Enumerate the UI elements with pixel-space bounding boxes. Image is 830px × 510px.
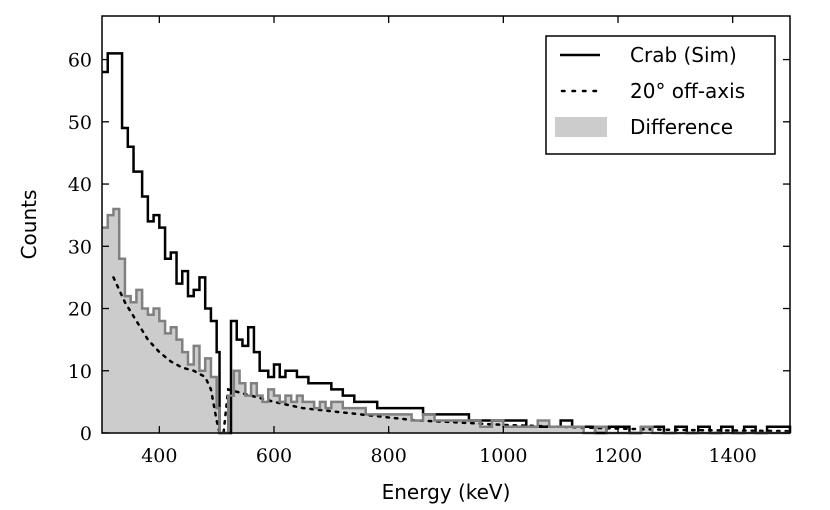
y-tick-label-50: 50 xyxy=(68,112,92,134)
y-tick-label-20: 20 xyxy=(68,299,92,321)
x-tick-label-1400: 1400 xyxy=(708,445,756,467)
x-tick-label-800: 800 xyxy=(371,445,407,467)
y-tick-label-60: 60 xyxy=(68,50,92,72)
y-tick-label-30: 30 xyxy=(68,236,92,258)
series-line-layer xyxy=(102,52,792,435)
x-tick-label-1200: 1200 xyxy=(594,445,642,467)
difference-fill-layer xyxy=(102,208,790,433)
x-tick-label-400: 400 xyxy=(141,445,177,467)
series-crab-sim-line xyxy=(102,52,792,435)
y-tick-label-40: 40 xyxy=(68,174,92,196)
y-tick-label-0: 0 xyxy=(80,423,92,445)
legend-swatch-difference xyxy=(555,117,607,137)
x-tick-label-1000: 1000 xyxy=(479,445,527,467)
legend-label-difference: Difference xyxy=(630,115,733,139)
y-tick-label-10: 10 xyxy=(68,361,92,383)
y-axis-ticks: 0 10 20 30 40 50 60 xyxy=(68,50,790,445)
series-difference-line xyxy=(102,207,790,435)
legend-label-off-axis: 20° off-axis xyxy=(630,79,745,103)
legend: Crab (Sim) 20° off-axis Difference xyxy=(545,35,776,155)
x-axis-label: Energy (keV) xyxy=(382,480,511,504)
y-axis-label: Counts xyxy=(17,190,41,260)
x-axis-ticks: 400 600 800 1000 1200 1400 xyxy=(141,16,757,467)
legend-label-crab-sim: Crab (Sim) xyxy=(630,43,737,67)
plot-frame xyxy=(101,15,791,434)
x-tick-label-600: 600 xyxy=(256,445,292,467)
series-difference-fill xyxy=(102,208,790,433)
